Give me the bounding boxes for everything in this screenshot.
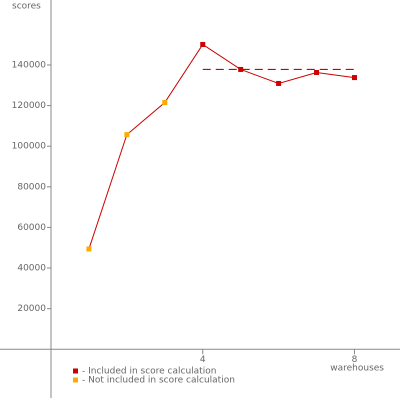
legend-label: - Not included in score calculation: [82, 376, 235, 386]
data-point: [276, 80, 282, 86]
data-point: [200, 41, 206, 47]
y-axis-label: scores: [12, 2, 41, 12]
legend-label: - Included in score calculation: [82, 367, 216, 377]
y-tick-label: 100000: [12, 142, 47, 152]
data-point: [351, 75, 357, 81]
x-tick-label: 8: [352, 355, 358, 365]
legend-swatch: [73, 377, 78, 383]
y-tick-label: 60000: [17, 223, 46, 233]
y-tick-label: 40000: [17, 264, 46, 274]
data-point: [314, 69, 320, 75]
x-axis-label: warehouses: [330, 364, 384, 374]
data-line: [88, 43, 355, 250]
legend-swatch: [73, 368, 78, 374]
y-tick-label: 120000: [12, 101, 47, 111]
y-tick-label: 20000: [17, 304, 46, 314]
y-tick-label: 140000: [12, 60, 47, 70]
data-point: [124, 132, 130, 138]
y-tick-label: 80000: [17, 182, 46, 192]
data-point: [162, 100, 168, 106]
x-tick-label: 4: [200, 355, 206, 365]
data-point: [86, 246, 92, 252]
data-point: [238, 66, 244, 72]
